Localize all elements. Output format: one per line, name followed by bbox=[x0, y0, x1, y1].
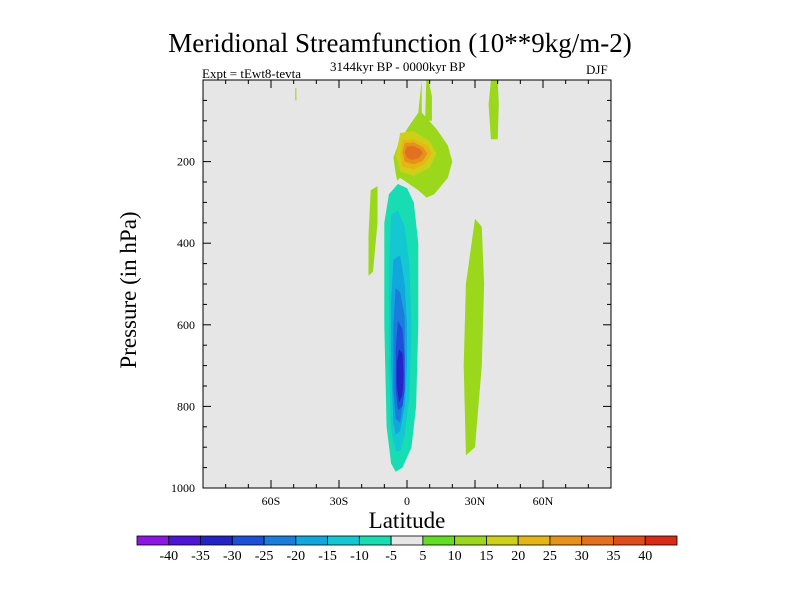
colorbar-box bbox=[295, 535, 328, 546]
x-axis: 60S 30S 0 30N 60N bbox=[225, 80, 589, 508]
y-axis-label: Pressure (in hPa) bbox=[116, 211, 141, 368]
colorbar-box bbox=[486, 535, 519, 546]
y-tick-label: 600 bbox=[177, 318, 195, 332]
x-tick-label: 60S bbox=[262, 494, 281, 508]
colorbar-label: -10 bbox=[350, 549, 369, 564]
contour-region-3 bbox=[463, 218, 485, 456]
colorbar-box bbox=[422, 535, 456, 546]
x-tick-label: 30N bbox=[465, 494, 486, 508]
colorbar-label: -35 bbox=[191, 549, 210, 564]
colorbar-label: 5 bbox=[419, 549, 426, 564]
colorbar-label: 35 bbox=[607, 549, 621, 564]
colorbar-box bbox=[581, 535, 614, 546]
colorbar-label: 20 bbox=[511, 549, 525, 564]
x-tick-label: 30S bbox=[330, 494, 349, 508]
colorbar-box bbox=[200, 535, 233, 546]
colorbar-labels: -40 -35 -30 -25 -20 -15 -10 -5 5 10 15 20 25 30 35 40 bbox=[159, 549, 652, 564]
colorbar-box bbox=[644, 535, 678, 546]
y-tick-label: 1000 bbox=[171, 481, 195, 495]
colorbar-box bbox=[517, 535, 551, 546]
colorbar-label: -25 bbox=[255, 549, 274, 564]
colorbar-box bbox=[231, 535, 265, 546]
colorbar-label: -30 bbox=[223, 549, 242, 564]
experiment-label: Expt = tEwt8-tevta bbox=[202, 66, 302, 81]
y-tick-label: 200 bbox=[177, 155, 195, 169]
colorbar-label: 10 bbox=[448, 549, 462, 564]
colorbar-boxes bbox=[136, 535, 678, 546]
colorbar-label: 25 bbox=[543, 549, 557, 564]
colorbar-box bbox=[168, 535, 201, 546]
contour-region-1 bbox=[425, 80, 432, 121]
colorbar-box bbox=[327, 535, 360, 546]
colorbar-label: -40 bbox=[159, 549, 178, 564]
y-tick-label: 800 bbox=[177, 399, 195, 413]
colorbar-label: 15 bbox=[479, 549, 493, 564]
colorbar-label: -5 bbox=[385, 549, 397, 564]
colorbar-label: 30 bbox=[575, 549, 589, 564]
contour-region-16 bbox=[396, 349, 404, 403]
period-label: 3144kyr BP - 0000kyr BP bbox=[330, 59, 466, 74]
x-tick-label: 60N bbox=[533, 494, 554, 508]
y-axis: 200 400 600 800 1000 bbox=[171, 99, 611, 495]
x-tick-label: 0 bbox=[404, 494, 410, 508]
season-label: DJF bbox=[586, 62, 608, 77]
colorbar-box bbox=[454, 535, 487, 546]
x-axis-label: Latitude bbox=[369, 508, 446, 533]
colorbar-label: 40 bbox=[638, 549, 652, 564]
contour-region-2 bbox=[488, 80, 499, 140]
colorbar-box bbox=[390, 535, 424, 546]
contour-region-4 bbox=[368, 186, 378, 276]
contour-region-5 bbox=[295, 88, 297, 101]
contour-regions bbox=[295, 80, 499, 482]
colorbar-box bbox=[263, 535, 297, 546]
colorbar-box bbox=[358, 535, 392, 546]
colorbar-label: -15 bbox=[318, 549, 337, 564]
colorbar-box bbox=[613, 535, 646, 546]
chart-title: Meridional Streamfunction (10**9kg/m-2) bbox=[168, 28, 632, 58]
colorbar-box bbox=[136, 535, 170, 546]
contour-region-9 bbox=[404, 146, 423, 160]
y-tick-label: 400 bbox=[177, 236, 195, 250]
colorbar-box bbox=[549, 535, 583, 546]
colorbar-label: -20 bbox=[286, 549, 305, 564]
